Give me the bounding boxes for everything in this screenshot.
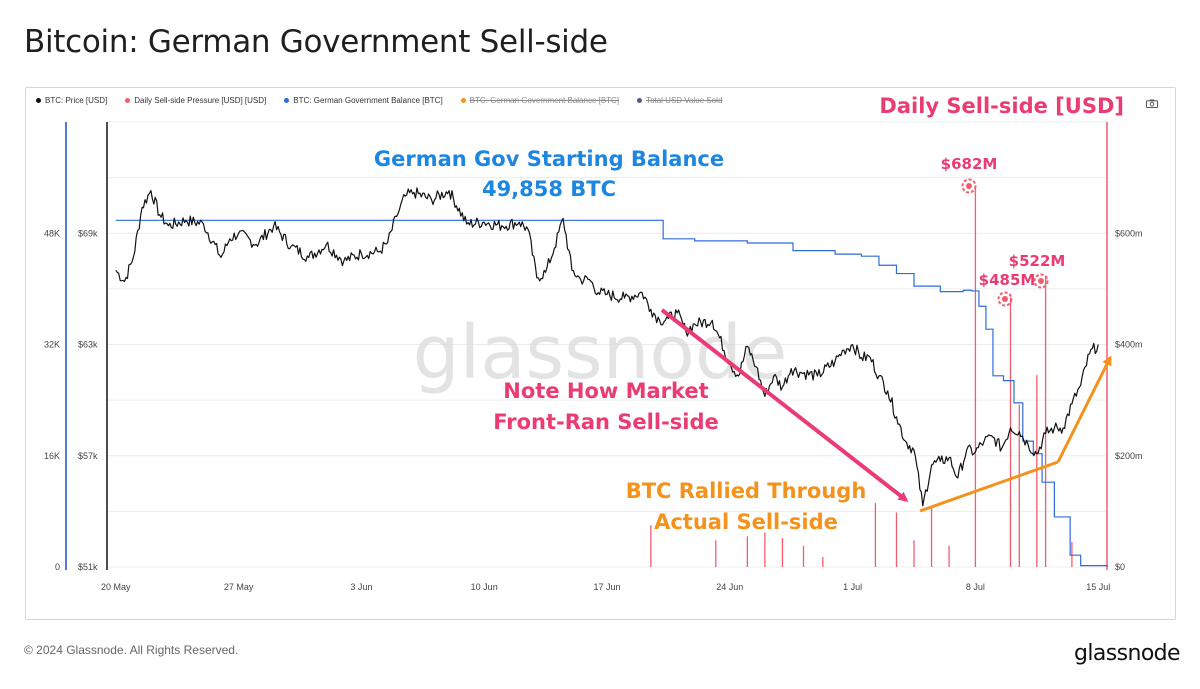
copyright-footer: © 2024 Glassnode. All Rights Reserved. [24, 643, 239, 657]
front-ran-label-1: Note How Market [503, 379, 708, 403]
legend-label: BTC: German Government Balance [BTC] [293, 96, 443, 105]
brand-logo[interactable]: glassnode [1074, 641, 1181, 666]
legend-item-balance-hidden[interactable]: BTC: German Government Balance [BTC] [460, 96, 620, 105]
x-tick-label: 27 May [224, 582, 254, 592]
price-tick-label: $69k [78, 228, 98, 238]
legend-label: BTC: German Government Balance [BTC] [469, 96, 620, 105]
starting-balance-label-1: German Gov Starting Balance [374, 147, 724, 171]
peak-label-522: $522M [1009, 252, 1066, 270]
balance-tick-label: 32K [44, 340, 60, 350]
x-tick-labels: 20 May 27 May 3 Jun 10 Jun 17 Jun 24 Jun 1 Jul… [101, 582, 1110, 592]
camera-icon[interactable] [1146, 99, 1158, 108]
daily-sellside-label: Daily Sell-side [USD] [879, 94, 1124, 118]
peak-marker-682 [961, 178, 977, 194]
x-tick-label: 3 Jun [350, 582, 372, 592]
chart-panel [25, 87, 1176, 620]
price-tick-labels: $51k $57k $63k $69k [78, 228, 98, 572]
x-tick-label: 20 May [101, 582, 131, 592]
peak-marker-485 [997, 291, 1013, 307]
legend-item-price[interactable]: BTC: Price [USD] [36, 96, 107, 105]
sellside-bars [650, 187, 1073, 567]
x-tick-label: 1 Jul [843, 582, 862, 592]
legend-item-total-sold[interactable]: Total USD Value Sold [637, 96, 722, 105]
balance-tick-labels: 0 16K 32K 48K [44, 228, 60, 572]
peak-label-485: $485M [979, 271, 1036, 289]
legend-label: BTC: Price [USD] [45, 96, 108, 105]
x-tick-label: 15 Jul [1086, 582, 1110, 592]
sellside-tick-label: $600m [1115, 228, 1143, 238]
balance-tick-label: 0 [55, 562, 60, 572]
front-ran-arrow [660, 308, 909, 502]
grid-lines [107, 121, 1107, 568]
legend-item-sellside[interactable]: Daily Sell-side Pressure [USD] [USD] [125, 96, 266, 105]
x-tick-label: 10 Jun [471, 582, 498, 592]
sellside-tick-label: $200m [1115, 451, 1143, 461]
peak-marker-522 [1033, 273, 1049, 289]
price-tick-label: $57k [78, 451, 98, 461]
balance-tick-label: 16K [44, 451, 60, 461]
legend-dot-sellside [125, 98, 131, 103]
sellside-tick-labels: $0 $200m $400m $600m [1115, 228, 1143, 572]
legend-dot-balance-hidden [460, 98, 466, 103]
price-tick-label: $51k [78, 562, 98, 572]
legend-dot-total-sold [637, 98, 643, 103]
legend-label: Total USD Value Sold [646, 96, 723, 105]
rally-arrow-segment [919, 460, 1059, 513]
page-title: Bitcoin: German Government Sell-side [24, 24, 608, 60]
sellside-tick-label: $400m [1115, 340, 1143, 350]
legend-dot-balance [284, 98, 290, 103]
legend-dot-price [36, 98, 41, 103]
chart-legend: BTC: Price [USD] Daily Sell-side Pressur… [36, 96, 722, 105]
x-tick-label: 17 Jun [593, 582, 620, 592]
balance-series-line [115, 219, 1108, 567]
price-series-line [115, 187, 1099, 507]
starting-balance-label-2: 49,858 BTC [482, 177, 616, 201]
peak-label-682: $682M [941, 155, 998, 173]
x-tick-label: 8 Jul [966, 582, 985, 592]
front-ran-label-2: Front-Ran Sell-side [493, 410, 719, 434]
sellside-tick-label: $0 [1115, 562, 1125, 572]
rally-arrow [1056, 355, 1112, 463]
price-tick-label: $63k [78, 340, 98, 350]
x-tick-label: 24 Jun [716, 582, 743, 592]
legend-label: Daily Sell-side Pressure [USD] [USD] [134, 96, 267, 105]
rallied-label-2: Actual Sell-side [654, 510, 838, 534]
rallied-label-1: BTC Rallied Through [626, 479, 867, 503]
legend-item-balance[interactable]: BTC: German Government Balance [BTC] [284, 96, 443, 105]
balance-tick-label: 48K [44, 228, 60, 238]
